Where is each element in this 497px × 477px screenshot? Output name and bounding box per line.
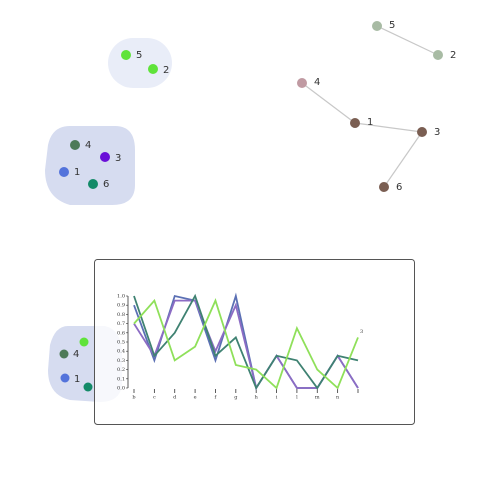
y-tick-label: 0.6 bbox=[117, 330, 125, 336]
x-tick-label: f bbox=[215, 395, 218, 401]
cluster-blob bbox=[45, 126, 135, 205]
y-tick-label: 0.2 bbox=[117, 367, 125, 373]
node bbox=[100, 152, 110, 162]
node-label: 2 bbox=[163, 65, 169, 76]
series-line bbox=[133, 298, 359, 390]
node-label: 3 bbox=[434, 127, 440, 138]
node bbox=[417, 127, 427, 137]
node bbox=[372, 21, 382, 31]
series-line bbox=[133, 293, 359, 390]
node bbox=[60, 373, 70, 383]
x-tick-label: d bbox=[173, 395, 177, 401]
x-tick-label: h bbox=[255, 395, 259, 401]
x-tick-label: c bbox=[153, 395, 156, 401]
node-label: 5 bbox=[389, 20, 395, 31]
node bbox=[79, 337, 89, 347]
node bbox=[148, 64, 158, 74]
x-tick-label: b bbox=[132, 395, 135, 401]
y-tick-label: 0.3 bbox=[117, 358, 125, 364]
cluster-blob bbox=[108, 38, 172, 88]
node bbox=[433, 50, 443, 60]
node-label: 2 bbox=[450, 50, 456, 61]
node bbox=[59, 349, 69, 359]
node-label: 5 bbox=[136, 50, 142, 61]
x-tick-label: m bbox=[315, 395, 320, 401]
x-tick-label: l bbox=[296, 395, 298, 401]
node bbox=[88, 179, 98, 189]
y-tick-label: 1.0 bbox=[117, 294, 125, 300]
x-tick-label: i bbox=[276, 395, 278, 401]
x-tick-label: e bbox=[194, 395, 197, 401]
y-tick-label: 0.5 bbox=[117, 340, 125, 346]
y-tick-label: 0.9 bbox=[117, 303, 125, 309]
node-label: 4 bbox=[314, 77, 320, 88]
y-tick-label: 0.7 bbox=[117, 321, 125, 327]
node bbox=[379, 182, 389, 192]
y-tick-label: 0.4 bbox=[117, 349, 125, 355]
chart: 0.0 0.1 0.2 0.3 0.4 0.5 0.6 0.7 0.8 0.9 1.0 b c d e f g h… bbox=[117, 292, 363, 401]
y-tick-label: 0.8 bbox=[117, 312, 125, 318]
node bbox=[83, 382, 93, 392]
node bbox=[121, 50, 131, 60]
node bbox=[70, 140, 80, 150]
node-label: 1 bbox=[74, 167, 80, 178]
y-tick-label: 0.1 bbox=[117, 376, 125, 382]
node-label: 6 bbox=[396, 182, 402, 193]
x-tick-label: n bbox=[336, 395, 340, 401]
node bbox=[297, 78, 307, 88]
annotation: 3 bbox=[360, 329, 363, 335]
node-label: 1 bbox=[74, 374, 80, 385]
node-label: 3 bbox=[115, 153, 121, 164]
y-tick-label: 0.0 bbox=[117, 386, 125, 392]
node-label: 1 bbox=[367, 117, 373, 128]
node bbox=[350, 118, 360, 128]
node-label: 4 bbox=[85, 140, 91, 151]
edges bbox=[301, 25, 439, 188]
node-label: 4 bbox=[73, 349, 79, 360]
x-tick-label: g bbox=[234, 395, 238, 401]
node-label: 6 bbox=[103, 179, 109, 190]
node bbox=[59, 167, 69, 177]
